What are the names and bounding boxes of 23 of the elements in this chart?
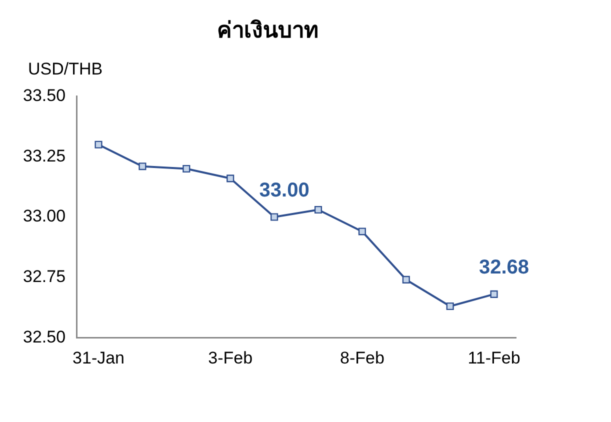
y-axis-title: USD/THB (28, 60, 103, 79)
data-label: 32.68 (478, 256, 530, 279)
point (446, 302, 454, 310)
point (402, 276, 410, 284)
point (182, 164, 190, 173)
point (138, 162, 146, 170)
x-tick-label: 3-Feb (208, 348, 253, 368)
y-tick-label: 33.00 (22, 206, 66, 226)
y-tick-label: 32.50 (22, 327, 66, 346)
point (490, 290, 498, 298)
x-tick-label: 11-Feb (468, 348, 520, 368)
x-tick-label: 31-Jan (72, 348, 125, 368)
point (94, 140, 102, 148)
point (226, 174, 234, 182)
y-tick-label: 33.50 (22, 86, 66, 106)
point (314, 206, 322, 214)
y-tick-label: 32.75 (22, 266, 66, 286)
x-tick-label: 8-Feb (340, 348, 384, 368)
y-tick-label: 33.25 (22, 146, 66, 166)
chart-title: ค่าเงินบาท (217, 17, 319, 42)
point (270, 213, 278, 221)
data-label: 33.00 (259, 180, 310, 202)
point (358, 228, 366, 236)
